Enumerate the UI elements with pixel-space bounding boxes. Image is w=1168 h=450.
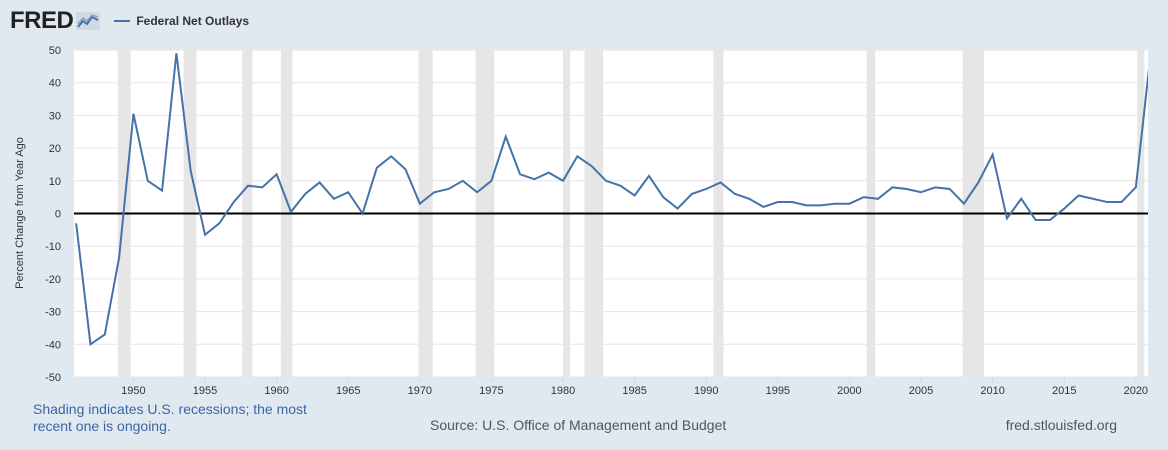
grid-lines bbox=[74, 49, 1148, 378]
x-tick-label: 1955 bbox=[193, 385, 217, 397]
site-link[interactable]: fred.stlouisfed.org bbox=[1005, 417, 1117, 433]
x-tick-label: 2010 bbox=[980, 385, 1004, 397]
y-axis-ticks: 50 40 30 20 10 0 -10 -20 -30 -40 -50 bbox=[45, 45, 61, 384]
y-tick-label: 40 bbox=[49, 78, 61, 90]
y-tick-label: -50 bbox=[45, 372, 61, 384]
x-tick-label: 1950 bbox=[121, 385, 145, 397]
recession-note: Shading indicates U.S. recessions; the m… bbox=[33, 401, 307, 434]
x-tick-label: 2020 bbox=[1124, 385, 1148, 397]
y-tick-label: -30 bbox=[45, 307, 61, 319]
x-tick-label: 2000 bbox=[837, 385, 861, 397]
y-tick-label: -20 bbox=[45, 274, 61, 286]
chart-legend[interactable]: Federal Net Outlays bbox=[114, 14, 249, 28]
x-tick-label: 1975 bbox=[479, 385, 503, 397]
legend-series-swatch bbox=[114, 20, 131, 22]
chart-header: FRED Federal Net Outlays bbox=[10, 6, 249, 36]
y-tick-label: 20 bbox=[49, 143, 61, 155]
x-tick-label: 1965 bbox=[336, 385, 360, 397]
x-tick-label: 1970 bbox=[408, 385, 432, 397]
chart-spark-icon bbox=[76, 12, 101, 30]
y-tick-label: 10 bbox=[49, 176, 61, 188]
x-tick-label: 2015 bbox=[1052, 385, 1076, 397]
y-tick-label: 50 bbox=[49, 45, 61, 57]
y-tick-label: 30 bbox=[49, 110, 61, 122]
y-axis-title: Percent Change from Year Ago bbox=[14, 137, 26, 289]
y-tick-label: 0 bbox=[55, 209, 61, 221]
y-tick-label: -10 bbox=[45, 241, 61, 253]
x-tick-label: 1995 bbox=[766, 385, 790, 397]
series-layer bbox=[75, 53, 1150, 347]
source-note: Source: U.S. Office of Management and Bu… bbox=[430, 417, 727, 433]
x-tick-label: 2005 bbox=[909, 385, 933, 397]
x-axis-ticks: 1950 1955 1960 1965 1970 1975 1980 1985 1990 1995… bbox=[121, 377, 1148, 397]
x-tick-label: 1980 bbox=[551, 385, 575, 397]
y-tick-label: -40 bbox=[45, 339, 61, 351]
fred-logo[interactable]: FRED bbox=[10, 7, 101, 35]
series-line[interactable] bbox=[75, 53, 1150, 347]
logo-text: FRED bbox=[10, 7, 74, 34]
x-tick-label: 1985 bbox=[622, 385, 646, 397]
legend-series-label: Federal Net Outlays bbox=[136, 14, 250, 28]
x-tick-label: 1960 bbox=[264, 385, 288, 397]
x-tick-label: 1990 bbox=[694, 385, 718, 397]
